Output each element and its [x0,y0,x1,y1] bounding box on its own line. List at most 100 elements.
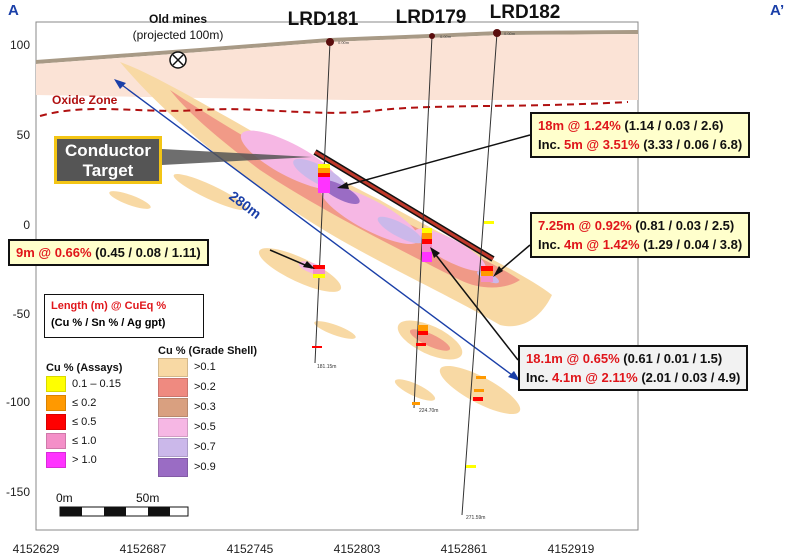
legend-shell-swatch [158,417,188,437]
legend-assay-item: ≤ 0.2 [46,393,146,412]
scale-start-label: 0m [56,491,73,505]
x-tick: 4152803 [334,542,381,556]
legend-assay-swatch [46,413,66,430]
collar-lrd179 [429,33,435,39]
hole-label-lrd179: LRD179 [396,7,467,28]
intercept-main: 9m @ 0.66% [16,245,92,260]
old-mines-icon-stroke-b [172,54,184,66]
old-mines-label: Old mines [149,12,207,26]
oxide-zone-label: Oxide Zone [52,93,118,107]
distance-arrow [117,81,517,379]
legend-shell-item: >0.7 [158,437,288,457]
old-mines-sublabel: (projected 100m) [133,28,224,42]
legend-shell-item: >0.1 [158,357,288,377]
y-tick: -50 [13,307,31,321]
intercept-box-lrd182-mid: 7.25m @ 0.92% (0.81 / 0.03 / 2.5) Inc. 4… [530,212,751,258]
legend-shell-label: >0.3 [194,401,216,413]
intercept-inc: 4.1m @ 2.11% [552,370,638,385]
legend-assays-title: Cu % (Assays) [46,362,123,374]
end-depth-lrd179: 224.70m [419,408,438,414]
intercept-inc-detail: (2.01 / 0.03 / 4.9) [637,370,741,385]
key-line1: Length (m) @ CuEq % [51,300,167,312]
conductor-label-line2: Target [82,161,134,180]
y-tick: -150 [6,485,30,499]
legend-assay-swatch [46,394,66,411]
intercept-inc-prefix: Inc. [538,137,565,152]
legend-shell-swatch [158,437,188,457]
plot-frame [35,21,639,531]
intercept-inc: 5m @ 3.51% [564,137,640,152]
hole-label-lrd181: LRD181 [288,9,359,30]
x-tick: 4152687 [120,542,167,556]
conductor-plate-core [314,150,494,261]
intercept-detail: (0.45 / 0.08 / 1.11) [91,245,201,260]
conductor-callout-pointer [162,149,312,165]
legend-shell-swatch [158,377,188,397]
legend-shell-label: >0.1 [194,361,216,373]
intercept-box-lrd179: 18.1m @ 0.65% (0.61 / 0.01 / 1.5) Inc. 4… [518,345,749,391]
legend-assay-item: ≤ 1.0 [46,431,146,450]
trace-lrd181 [314,41,331,364]
x-tick: 4152745 [227,542,274,556]
legend-shell-item: >0.2 [158,377,288,397]
hole-label-lrd182: LRD182 [490,2,561,23]
intercept-detail: (0.61 / 0.01 / 1.5) [619,351,723,366]
legend-shell-item: >0.9 [158,457,288,477]
intercept-main: 18m @ 1.24% [538,118,621,133]
legend-assay-item: ≤ 0.5 [46,412,146,431]
section-start-label: A [8,2,19,19]
leader-lines [269,134,531,361]
legend-assay-swatch [46,375,66,392]
arrow-head-end [508,371,520,381]
arrow-head-start [114,79,126,89]
legend-shell-label: >0.9 [194,461,216,473]
ground-surface [36,30,638,64]
conductor-target-callout: Conductor Target [54,136,162,184]
section-end-label: A’ [770,2,784,19]
grade-shell-0-9 [320,179,360,205]
intercept-detail: (1.14 / 0.03 / 2.6) [620,118,724,133]
intercept-box-lrd182-top: 18m @ 1.24% (1.14 / 0.03 / 2.6) Inc. 5m … [530,112,751,158]
legend-shell-swatch [158,397,188,417]
legend-assay-label: ≤ 1.0 [72,434,97,447]
end-depth-lrd181: 181.15m [317,364,336,370]
legend-assay-swatch [46,451,66,468]
legend-shell-swatch [158,457,188,477]
legend-shell-title: Cu % (Grade Shell) [158,345,258,357]
legend-grade-shell: Cu % (Grade Shell) >0.1 >0.2 >0.3 >0.5 >0.7 >… [158,345,288,495]
intercept-inc-prefix: Inc. [538,237,565,252]
legend-assay-label: > 1.0 [72,453,97,466]
legend-assay-item: > 1.0 [46,450,146,469]
x-tick: 4152861 [441,542,488,556]
intercept-detail: (0.81 / 0.03 / 2.5) [631,218,735,233]
collar-lrd182 [493,29,501,37]
collar-depth-lrd179: 0.00m [440,34,452,39]
y-tick: 50 [17,128,31,142]
weathered-zone [36,34,638,100]
legend-shell-item: >0.3 [158,397,288,417]
legend-shell-label: >0.2 [194,381,216,393]
x-tick: 4152629 [13,542,60,556]
scale-bar [59,506,189,517]
y-tick: 0 [23,218,30,232]
y-tick: 100 [10,38,30,52]
legend-assay-item: 0.1 – 0.15 [46,374,146,393]
intercept-inc-prefix: Inc. [526,370,553,385]
legend-assay-swatch [46,432,66,449]
intercept-inc-detail: (1.29 / 0.04 / 3.8) [639,237,743,252]
end-depth-lrd182: 271.59m [466,515,485,521]
conductor-label-line1: Conductor [65,141,151,160]
scale-end-label: 50m [136,491,159,505]
intercept-main: 7.25m @ 0.92% [538,218,632,233]
intercept-main: 18.1m @ 0.65% [526,351,620,366]
leader-arrow-heads [303,182,503,277]
collar-lrd181 [326,38,334,46]
legend-shell-swatch [158,357,188,377]
legend-assay-label: ≤ 0.2 [72,396,97,409]
legend-assay-label: ≤ 0.5 [72,415,97,428]
assay-intervals [312,164,494,468]
legend-shell-label: >0.5 [194,421,216,433]
legend-assays: Cu % (Assays) 0.1 – 0.15 ≤ 0.2 ≤ 0.5 ≤ 1.0 >… [46,362,146,482]
key-line2: (Cu % / Sn % / Ag gpt) [51,317,166,329]
